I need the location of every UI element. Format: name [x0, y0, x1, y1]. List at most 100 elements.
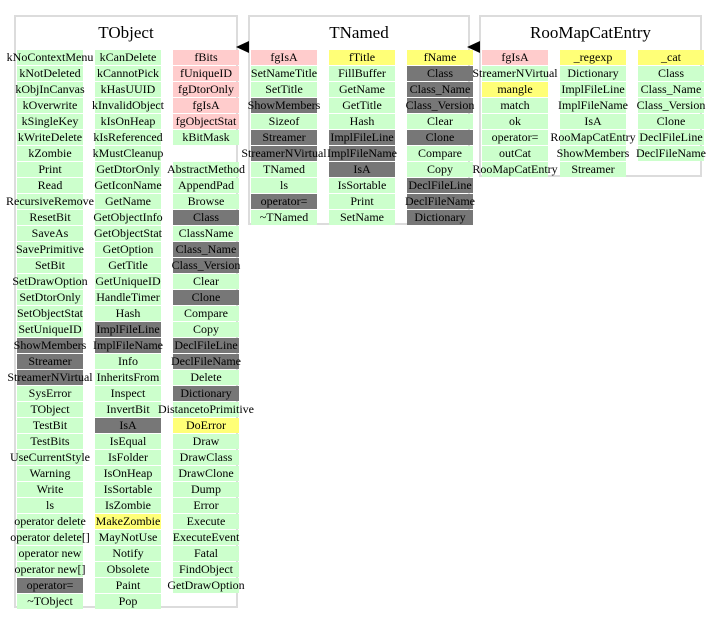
member-cell[interactable]: SetTitle — [251, 82, 317, 97]
member-cell[interactable]: Streamer — [251, 130, 317, 145]
member-cell[interactable]: Hash — [329, 114, 395, 129]
member-cell[interactable]: ls — [17, 498, 83, 513]
member-cell[interactable]: DeclFileLine — [173, 338, 239, 353]
member-cell[interactable]: kOverwrite — [17, 98, 83, 113]
member-cell[interactable]: SavePrimitive — [16, 242, 84, 257]
member-cell[interactable]: operator= — [482, 130, 548, 145]
member-cell[interactable]: Execute — [173, 514, 239, 529]
member-cell[interactable]: SetDtorOnly — [17, 290, 83, 305]
member-cell[interactable]: TestBit — [17, 418, 83, 433]
member-cell[interactable]: ExecuteEvent — [172, 530, 240, 545]
member-cell[interactable]: TObject — [17, 402, 83, 417]
member-cell[interactable]: DistancetoPrimitive — [158, 402, 254, 417]
member-cell[interactable]: ImplFileName — [93, 338, 163, 353]
member-cell[interactable]: Print — [329, 194, 395, 209]
member-cell[interactable]: Class — [407, 66, 473, 81]
member-cell[interactable]: InvertBit — [95, 402, 161, 417]
member-cell[interactable]: operator delete[] — [10, 530, 90, 545]
member-cell[interactable]: kIsReferenced — [93, 130, 163, 145]
member-cell[interactable]: StreamerNVirtual — [7, 370, 93, 385]
member-cell[interactable]: FindObject — [173, 562, 239, 577]
member-cell[interactable]: kZombie — [17, 146, 83, 161]
member-cell[interactable]: ShowMembers — [247, 98, 321, 113]
member-cell[interactable]: ResetBit — [17, 210, 83, 225]
member-cell[interactable]: fgIsA — [482, 50, 548, 65]
member-cell[interactable]: ls — [251, 178, 317, 193]
member-cell[interactable]: IsEqual — [95, 434, 161, 449]
member-cell[interactable]: ShowMembers — [556, 146, 630, 161]
member-cell[interactable]: fTitle — [329, 50, 395, 65]
member-cell[interactable]: Paint — [95, 578, 161, 593]
member-cell[interactable]: kNotDeleted — [17, 66, 83, 81]
member-cell[interactable]: Clone — [173, 290, 239, 305]
member-cell[interactable]: operator delete — [14, 514, 86, 529]
member-cell[interactable]: DeclFileName — [171, 354, 241, 369]
member-cell[interactable]: Read — [17, 178, 83, 193]
member-cell[interactable]: Fatal — [173, 546, 239, 561]
member-cell[interactable]: ShowMembers — [13, 338, 87, 353]
member-cell[interactable]: StreamerNVirtual — [472, 66, 558, 81]
member-cell[interactable]: MakeZombie — [95, 514, 161, 529]
member-cell[interactable]: DeclFileName — [405, 194, 475, 209]
member-cell[interactable]: Streamer — [560, 162, 626, 177]
member-cell[interactable]: Class_Name — [407, 82, 473, 97]
member-cell[interactable]: Warning — [17, 466, 83, 481]
member-cell[interactable]: fgDtorOnly — [173, 82, 239, 97]
member-cell[interactable]: SetObjectStat — [17, 306, 83, 321]
member-cell[interactable]: RooMapCatEntry — [550, 130, 636, 145]
member-cell[interactable]: _cat — [638, 50, 704, 65]
member-cell[interactable]: GetUniqueID — [95, 274, 161, 289]
member-cell[interactable]: TestBits — [17, 434, 83, 449]
member-cell[interactable]: ImplFileLine — [329, 130, 395, 145]
member-cell[interactable]: GetOption — [95, 242, 161, 257]
member-cell[interactable]: fUniqueID — [173, 66, 239, 81]
member-cell[interactable]: IsA — [95, 418, 161, 433]
member-cell[interactable]: _regexp — [560, 50, 626, 65]
member-cell[interactable]: ImplFileLine — [560, 82, 626, 97]
member-cell[interactable]: kObjInCanvas — [15, 82, 85, 97]
member-cell[interactable]: IsOnHeap — [95, 466, 161, 481]
member-cell[interactable]: ~TNamed — [251, 210, 317, 225]
member-cell[interactable]: kHasUUID — [95, 82, 161, 97]
member-cell[interactable]: AppendPad — [173, 178, 239, 193]
member-cell[interactable]: SetDrawOption — [12, 274, 88, 289]
member-cell[interactable]: Streamer — [17, 354, 83, 369]
member-cell[interactable]: DeclFileLine — [407, 178, 473, 193]
member-cell[interactable]: GetObjectStat — [94, 226, 162, 241]
member-cell[interactable]: operator new[] — [14, 562, 86, 577]
member-cell[interactable]: kCanDelete — [95, 50, 161, 65]
member-cell[interactable]: Error — [173, 498, 239, 513]
member-cell[interactable]: operator new — [17, 546, 83, 561]
member-cell[interactable]: mangle — [482, 82, 548, 97]
member-cell[interactable]: SetBit — [17, 258, 83, 273]
member-cell[interactable]: fgIsA — [173, 98, 239, 113]
member-cell[interactable]: Dump — [173, 482, 239, 497]
member-cell[interactable]: Clear — [407, 114, 473, 129]
member-cell[interactable]: IsFolder — [95, 450, 161, 465]
member-cell[interactable]: Dictionary — [407, 210, 473, 225]
member-cell[interactable]: IsA — [329, 162, 395, 177]
member-cell[interactable]: MayNotUse — [95, 530, 161, 545]
member-cell[interactable]: Pop — [95, 594, 161, 609]
member-cell[interactable]: Print — [17, 162, 83, 177]
member-cell[interactable]: SetNameTitle — [250, 66, 318, 81]
member-cell[interactable]: IsZombie — [95, 498, 161, 513]
member-cell[interactable]: Class_Name — [173, 242, 239, 257]
member-cell[interactable]: kBitMask — [173, 130, 239, 145]
member-cell[interactable]: Draw — [173, 434, 239, 449]
member-cell[interactable]: kWriteDelete — [17, 130, 83, 145]
member-cell[interactable]: InheritsFrom — [95, 370, 161, 385]
member-cell[interactable]: SysError — [17, 386, 83, 401]
member-cell[interactable]: Compare — [407, 146, 473, 161]
member-cell[interactable]: DrawClass — [173, 450, 239, 465]
member-cell[interactable]: kSingleKey — [17, 114, 83, 129]
member-cell[interactable]: Hash — [95, 306, 161, 321]
member-cell[interactable]: Inspect — [95, 386, 161, 401]
member-cell[interactable]: StreamerNVirtual — [241, 146, 327, 161]
member-cell[interactable]: Obsolete — [95, 562, 161, 577]
member-cell[interactable]: IsA — [560, 114, 626, 129]
member-cell[interactable]: fgIsA — [251, 50, 317, 65]
member-cell[interactable]: Copy — [407, 162, 473, 177]
member-cell[interactable]: ImplFileName — [327, 146, 397, 161]
member-cell[interactable]: SetName — [329, 210, 395, 225]
